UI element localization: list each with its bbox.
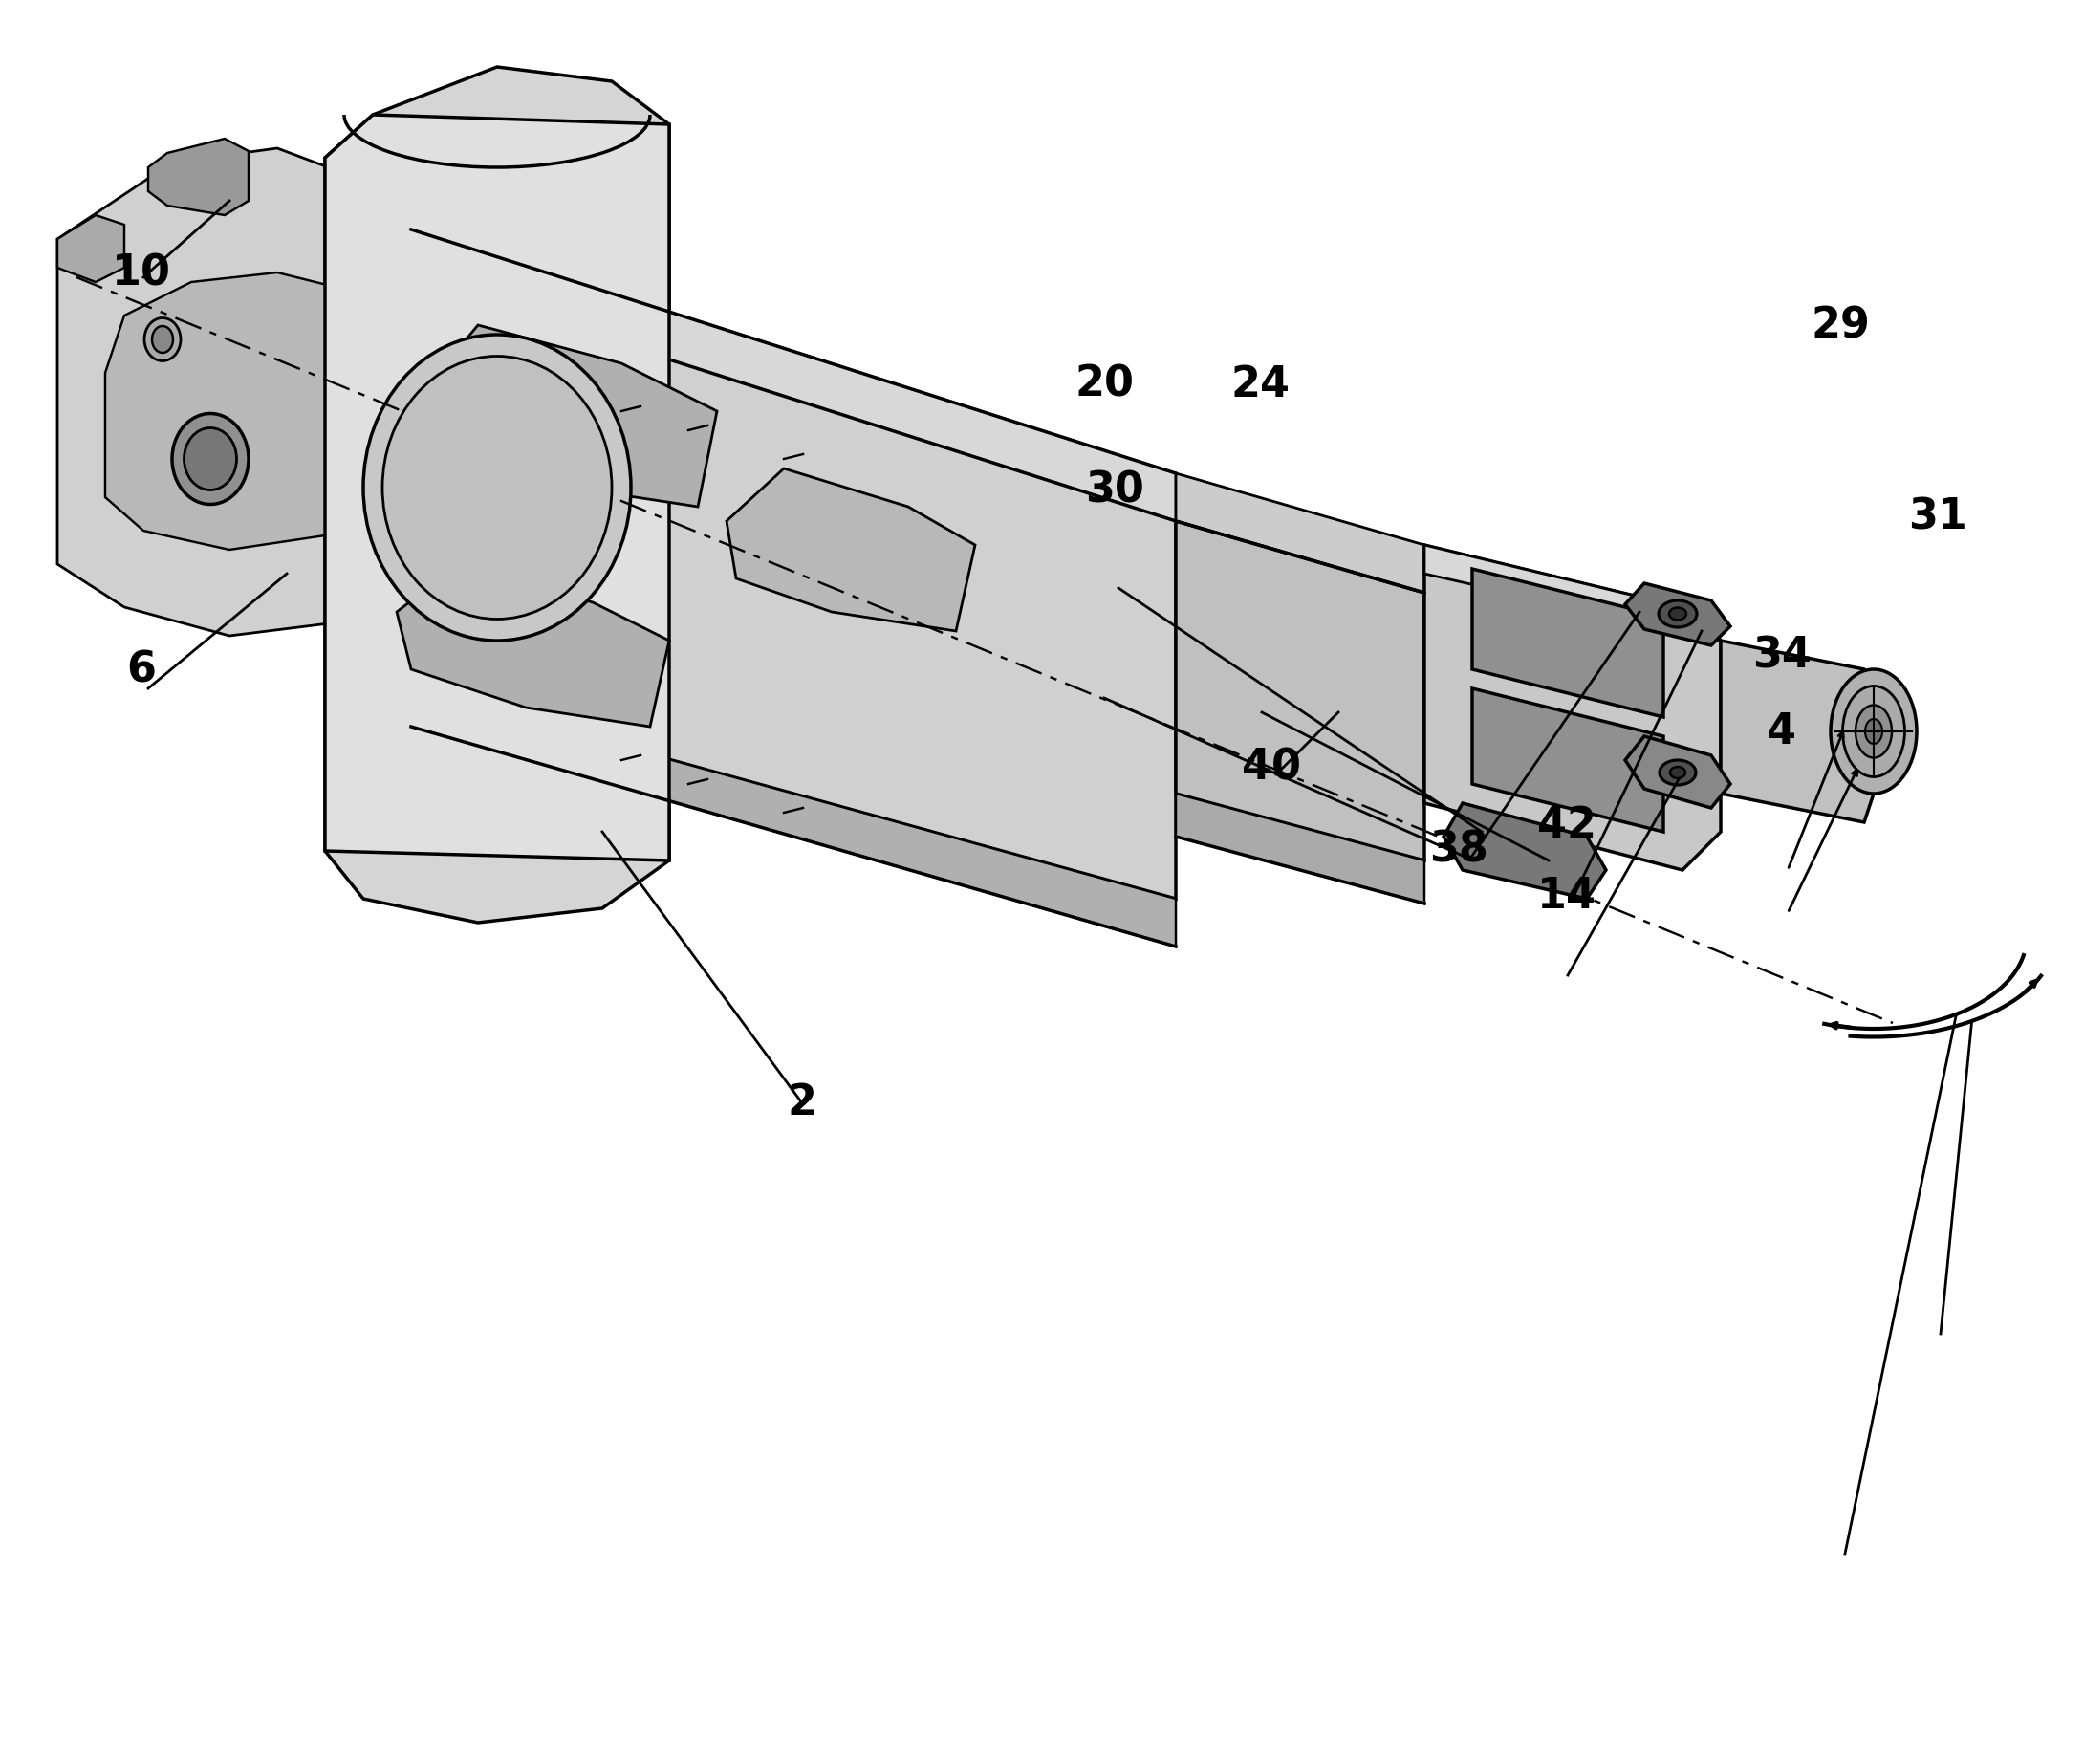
- Ellipse shape: [1669, 767, 1686, 778]
- Polygon shape: [1423, 545, 1721, 870]
- Ellipse shape: [381, 356, 613, 619]
- Text: 31: 31: [1909, 496, 1967, 538]
- Text: 30: 30: [1086, 469, 1144, 512]
- Polygon shape: [396, 564, 669, 727]
- Text: 10: 10: [113, 252, 171, 295]
- Polygon shape: [1175, 794, 1423, 903]
- Text: 29: 29: [1811, 305, 1869, 348]
- Text: 6: 6: [127, 649, 156, 691]
- Ellipse shape: [152, 326, 173, 353]
- Polygon shape: [1626, 736, 1730, 808]
- Polygon shape: [1471, 568, 1663, 718]
- Text: 20: 20: [1075, 363, 1134, 406]
- Polygon shape: [148, 139, 248, 215]
- Text: 24: 24: [1232, 363, 1290, 406]
- Polygon shape: [58, 148, 411, 635]
- Polygon shape: [1444, 803, 1607, 898]
- Text: 14: 14: [1538, 875, 1596, 917]
- Polygon shape: [411, 277, 1175, 898]
- Text: 2: 2: [788, 1081, 817, 1124]
- Polygon shape: [104, 272, 392, 550]
- Polygon shape: [325, 115, 669, 861]
- Text: 4: 4: [1767, 711, 1796, 753]
- Polygon shape: [1471, 688, 1663, 833]
- Ellipse shape: [363, 335, 631, 640]
- Ellipse shape: [1842, 686, 1905, 776]
- Polygon shape: [727, 469, 975, 632]
- Polygon shape: [411, 688, 1175, 947]
- Polygon shape: [1175, 520, 1423, 861]
- Ellipse shape: [1669, 607, 1686, 619]
- Ellipse shape: [1855, 706, 1892, 759]
- Ellipse shape: [1659, 760, 1696, 785]
- Polygon shape: [411, 229, 1175, 520]
- Text: 34: 34: [1753, 635, 1811, 677]
- Polygon shape: [1175, 473, 1423, 593]
- Ellipse shape: [183, 429, 238, 490]
- Polygon shape: [1423, 545, 1721, 640]
- Polygon shape: [1626, 584, 1730, 646]
- Polygon shape: [1721, 640, 1874, 822]
- Ellipse shape: [173, 413, 248, 505]
- Ellipse shape: [1830, 669, 1917, 794]
- Ellipse shape: [144, 318, 181, 362]
- Ellipse shape: [1865, 720, 1882, 744]
- Text: 38: 38: [1430, 829, 1488, 871]
- Ellipse shape: [1659, 600, 1696, 628]
- Polygon shape: [429, 325, 717, 506]
- Text: 40: 40: [1242, 746, 1300, 789]
- Polygon shape: [325, 67, 669, 923]
- Text: 42: 42: [1538, 804, 1596, 847]
- Polygon shape: [58, 215, 125, 282]
